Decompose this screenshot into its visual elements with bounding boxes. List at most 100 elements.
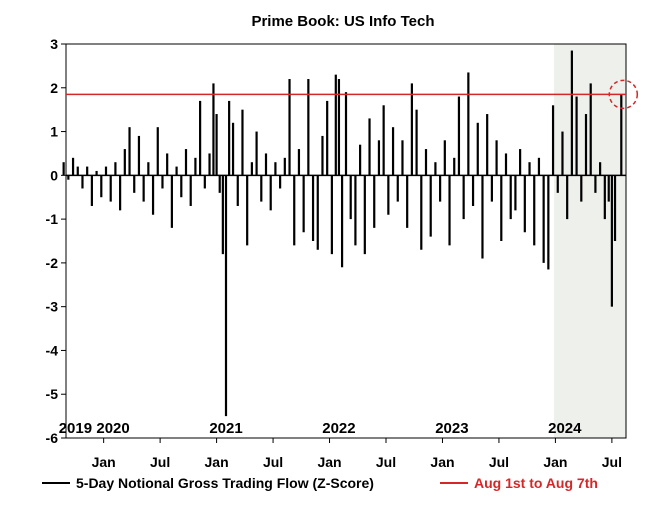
x-tick-label: Jan	[430, 454, 454, 470]
x-tick-label: Jul	[602, 454, 622, 470]
bar	[269, 175, 272, 211]
bar	[607, 175, 610, 202]
bar	[71, 157, 75, 176]
bar	[246, 175, 249, 246]
bar	[448, 175, 451, 246]
bar	[340, 175, 344, 268]
bar	[250, 162, 253, 176]
bar	[260, 175, 263, 202]
bar	[509, 175, 512, 220]
bar	[337, 79, 341, 176]
y-axis: 3 2 1 0 -1 -2 -3 -4 -5 -6	[46, 36, 66, 446]
x-tick-label: Jan	[92, 454, 116, 470]
bar	[231, 122, 235, 176]
bar	[547, 175, 550, 270]
bar	[584, 114, 588, 176]
bar	[133, 175, 136, 193]
bar	[453, 157, 456, 176]
y-tick-label: -2	[46, 255, 59, 271]
bar	[580, 175, 583, 202]
bar	[443, 140, 446, 176]
bar	[603, 175, 606, 220]
bar	[184, 149, 188, 176]
y-tick-label: 2	[50, 80, 58, 96]
bar	[382, 105, 385, 176]
bar	[551, 105, 555, 176]
bar	[156, 127, 159, 176]
bar	[434, 162, 437, 176]
bar	[293, 175, 296, 246]
bar	[228, 100, 231, 176]
y-tick-label: -1	[46, 211, 59, 227]
bar	[86, 166, 89, 176]
bar	[62, 162, 65, 176]
plot-area-frame	[65, 43, 627, 439]
bar	[241, 109, 244, 176]
bar	[180, 175, 183, 198]
bar	[349, 175, 352, 220]
bar	[288, 79, 291, 176]
bar	[109, 175, 112, 202]
bar	[462, 175, 465, 220]
bar-series	[62, 50, 623, 417]
bar	[221, 175, 224, 255]
bar	[575, 96, 578, 176]
year-label: 2020	[96, 420, 129, 437]
bar	[137, 135, 141, 176]
legend-label-series: 5-Day Notional Gross Trading Flow (Z-Sco…	[76, 475, 374, 491]
bar	[95, 170, 98, 176]
bar	[457, 96, 461, 176]
bar	[334, 74, 337, 176]
bar	[147, 162, 150, 176]
bar	[119, 175, 122, 211]
y-tick-label: -6	[46, 430, 59, 446]
year-label: 2021	[209, 420, 242, 437]
bar	[123, 149, 126, 176]
bar	[161, 175, 164, 189]
bar	[326, 100, 329, 176]
y-tick-label: -5	[46, 386, 59, 402]
bar	[302, 175, 305, 233]
bar	[471, 175, 475, 206]
year-label: 2022	[322, 420, 355, 437]
y-tick-label: 0	[50, 167, 58, 183]
x-axis: Jan Jul Jan Jul Jan Jul Jan Jul Jan Jul	[92, 438, 622, 470]
x-tick-label: Jan	[543, 454, 567, 470]
bar	[490, 175, 493, 202]
x-tick-label: Jul	[376, 454, 396, 470]
x-tick-label: Jul	[489, 454, 509, 470]
bar	[533, 175, 536, 246]
bar	[344, 92, 348, 176]
bar	[199, 100, 202, 176]
bar	[401, 140, 404, 176]
bar	[476, 122, 479, 176]
bar	[189, 175, 192, 206]
bar	[175, 166, 178, 176]
bar	[373, 175, 376, 228]
year-label: 2019	[59, 420, 92, 437]
bar	[100, 175, 103, 198]
bar	[613, 175, 617, 241]
bar	[387, 175, 390, 215]
bar	[589, 83, 592, 176]
y-tick-label: 1	[50, 124, 58, 140]
bar	[537, 157, 541, 176]
bar	[330, 175, 333, 255]
bar	[620, 94, 623, 176]
bar	[359, 144, 362, 176]
bar	[481, 175, 484, 259]
bar	[311, 175, 315, 241]
bar	[391, 127, 395, 176]
bar	[566, 175, 569, 220]
bar	[561, 131, 564, 176]
bar	[76, 166, 79, 176]
chart-title: Prime Book: US Info Tech	[251, 13, 434, 30]
bar	[255, 131, 258, 176]
bar	[151, 175, 155, 215]
bar	[486, 114, 489, 176]
y-tick-label: 3	[50, 36, 58, 52]
bar	[274, 162, 277, 176]
bar	[410, 83, 413, 176]
bar	[599, 162, 602, 176]
